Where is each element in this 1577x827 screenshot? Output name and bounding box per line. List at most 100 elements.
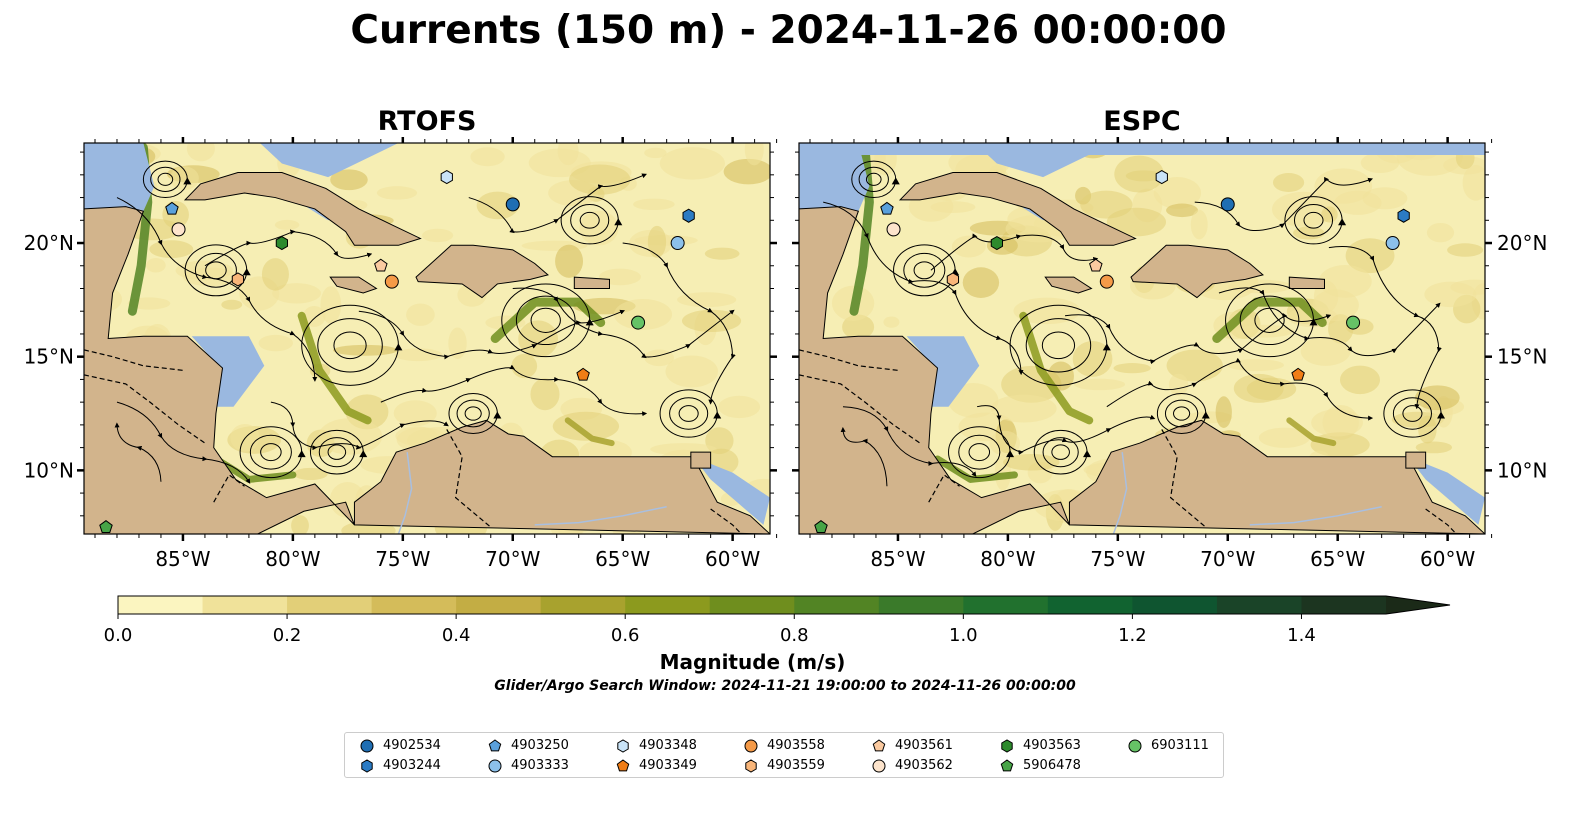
stream-arrow bbox=[713, 411, 722, 419]
colorbar-segment bbox=[1132, 596, 1218, 614]
search-window-note: Glider/Argo Search Window: 2024-11-21 19… bbox=[494, 678, 1076, 694]
pentagon-marker-icon bbox=[616, 759, 630, 772]
streamline bbox=[840, 426, 888, 487]
land-mass bbox=[1405, 451, 1427, 469]
legend-label: 4903559 bbox=[767, 758, 825, 773]
float-marker-4903562 bbox=[886, 222, 901, 237]
float-marker-4903559 bbox=[946, 272, 960, 287]
panel-title-rtofs: RTOFS bbox=[377, 106, 477, 137]
eddy-streamline bbox=[157, 172, 174, 186]
legend-item-4903348: 4903348 bbox=[615, 737, 697, 755]
lon-tick-label: 75°W bbox=[375, 547, 430, 571]
float-marker-4903563 bbox=[990, 235, 1004, 251]
streamline bbox=[114, 422, 162, 482]
float-marker-6903111 bbox=[1346, 315, 1361, 330]
streamline bbox=[842, 406, 977, 477]
colorbar-tick-label: 1.0 bbox=[949, 625, 978, 646]
legend-label: 4903561 bbox=[895, 738, 953, 753]
float-marker-4902534 bbox=[1220, 197, 1235, 212]
circle-marker-icon bbox=[872, 759, 886, 773]
legend-label: 4903348 bbox=[639, 738, 697, 753]
legend: 4902534 4903244 4903250 4903333 4903348 49033… bbox=[344, 732, 1224, 778]
colorbar-tick-label: 1.4 bbox=[1287, 625, 1316, 646]
legend-item-6903111: 6903111 bbox=[1127, 737, 1209, 755]
land-mass bbox=[573, 276, 610, 289]
land-mass bbox=[690, 451, 712, 469]
map-panel-rtofs: 85°W 80°W 75°W 70°W 65°W 60°W 20°N 15°N 10°N bbox=[24, 137, 778, 571]
circle-marker-icon bbox=[360, 739, 374, 753]
streamline bbox=[976, 405, 1156, 455]
country-border bbox=[84, 374, 206, 444]
legend-label: 4903333 bbox=[511, 758, 569, 773]
lat-tick-label: 15°N bbox=[1497, 345, 1547, 369]
colorbar-label: Magnitude (m/s) bbox=[659, 650, 846, 674]
land-mass bbox=[84, 143, 355, 534]
legend-item-4903562: 4903562 bbox=[871, 757, 953, 775]
streamline bbox=[116, 401, 251, 484]
eddy-streamline bbox=[678, 405, 699, 422]
land-mass bbox=[898, 172, 1137, 246]
shelf-water bbox=[259, 143, 399, 178]
lon-tick-label: 80°W bbox=[980, 547, 1035, 571]
river bbox=[1112, 452, 1128, 534]
legend-item-4903559: 4903559 bbox=[743, 757, 825, 775]
legend-item-4902534: 4902534 bbox=[359, 737, 441, 755]
lon-tick-label: 65°W bbox=[1310, 547, 1365, 571]
streamline bbox=[380, 364, 648, 417]
map-panel-espc: 85°W 80°W 75°W 70°W 65°W 60°W 20°N 15°N 10°N bbox=[792, 137, 1547, 571]
lat-tick-label: 20°N bbox=[24, 231, 74, 255]
lon-tick-label: 60°W bbox=[1420, 547, 1475, 571]
shelf-water bbox=[1408, 456, 1485, 525]
legend-label: 4903244 bbox=[383, 758, 441, 773]
stream-arrow bbox=[297, 450, 306, 458]
colorbar-segment bbox=[1301, 596, 1387, 614]
river bbox=[397, 452, 413, 534]
stream-arrow bbox=[891, 177, 900, 185]
hexagon-marker-icon bbox=[1001, 739, 1013, 753]
float-marker-4903558 bbox=[384, 274, 399, 289]
river bbox=[1249, 505, 1382, 526]
streamline bbox=[930, 233, 1099, 271]
colorbar-segment bbox=[540, 596, 626, 614]
current-jet bbox=[564, 417, 615, 447]
colorbar-tick-label: 0.0 bbox=[104, 625, 133, 646]
streamline bbox=[468, 173, 647, 234]
legend-item-4903561: 4903561 bbox=[871, 737, 953, 755]
colorbar-tick-label: 0.4 bbox=[442, 625, 471, 646]
colorbar-segment bbox=[625, 596, 711, 614]
land-mass bbox=[353, 419, 770, 534]
colorbar-tick-label: 0.2 bbox=[273, 625, 302, 646]
legend-item-5906478: 5906478 bbox=[999, 757, 1081, 775]
lon-tick-label: 75°W bbox=[1090, 547, 1145, 571]
lat-tick-label: 10°N bbox=[1497, 458, 1547, 482]
float-marker-4903559 bbox=[231, 272, 245, 287]
streamline bbox=[512, 287, 735, 359]
lon-tick-label: 70°W bbox=[485, 547, 540, 571]
country-border bbox=[1425, 508, 1457, 534]
colorbar-segment bbox=[456, 596, 542, 614]
colorbar-segment bbox=[118, 596, 204, 614]
float-marker-4903558 bbox=[1099, 274, 1114, 289]
legend-label: 4903349 bbox=[639, 758, 697, 773]
legend-label: 4903562 bbox=[895, 758, 953, 773]
colorbar: 0.0 0.2 0.4 0.6 0.8 1.0 1.2 1.4 bbox=[104, 595, 1451, 646]
hexagon-marker-icon bbox=[617, 739, 629, 753]
float-marker-6903111 bbox=[631, 315, 646, 330]
eddy-streamline bbox=[1025, 318, 1092, 373]
current-jet bbox=[1286, 417, 1337, 447]
legend-label: 4903558 bbox=[767, 738, 825, 753]
shelf-water bbox=[974, 143, 1114, 178]
float-marker-4903244 bbox=[1397, 208, 1410, 223]
eddy-streamline bbox=[858, 166, 889, 192]
legend-item-4903563: 4903563 bbox=[999, 737, 1081, 755]
colorbar-segment bbox=[709, 596, 795, 614]
shelf-water bbox=[693, 456, 770, 525]
legend-label: 5906478 bbox=[1023, 758, 1081, 773]
panel-title-espc: ESPC bbox=[1103, 106, 1181, 137]
colorbar-tick-label: 1.2 bbox=[1118, 625, 1147, 646]
lon-tick-label: 85°W bbox=[870, 547, 925, 571]
country-border bbox=[928, 474, 960, 503]
legend-item-4903333: 4903333 bbox=[487, 757, 569, 775]
streamline bbox=[1194, 176, 1374, 232]
lat-tick-label: 10°N bbox=[24, 458, 74, 482]
